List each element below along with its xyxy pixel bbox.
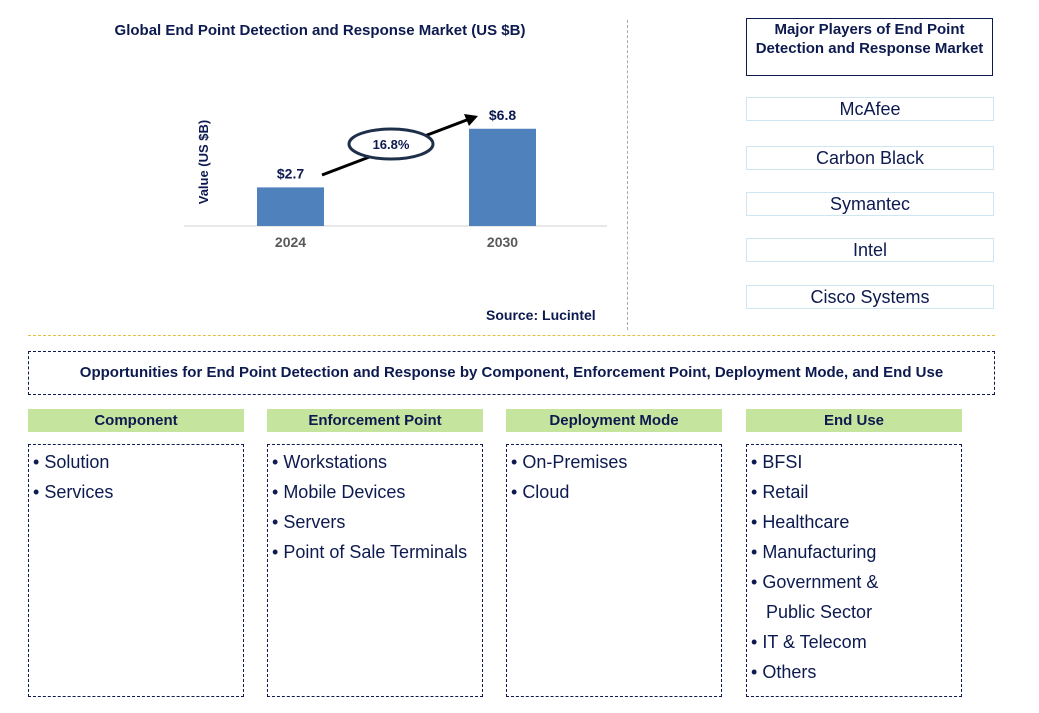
column-header: Component bbox=[28, 409, 244, 432]
list-item-label: BFSI bbox=[762, 452, 803, 472]
list-item: • Retail bbox=[751, 477, 957, 507]
list-item: • Government & bbox=[751, 567, 957, 597]
bullet-icon: • bbox=[33, 452, 45, 472]
list-item: • IT & Telecom bbox=[751, 627, 957, 657]
bullet-icon: • bbox=[272, 542, 284, 562]
cagr-label: 16.8% bbox=[373, 137, 410, 152]
list-item-label: Public Sector bbox=[761, 602, 873, 622]
column-header: End Use bbox=[746, 409, 962, 432]
list-item: • Workstations bbox=[272, 447, 478, 477]
bullet-icon: • bbox=[511, 482, 523, 502]
column-list: • Solution • Services bbox=[28, 444, 244, 697]
data-label: $6.8 bbox=[489, 107, 516, 123]
list-item: • Servers bbox=[272, 507, 478, 537]
divider-vertical bbox=[627, 20, 628, 330]
list-item: • Mobile Devices bbox=[272, 477, 478, 507]
data-label: $2.7 bbox=[277, 165, 304, 181]
bullet-icon: • bbox=[751, 572, 763, 592]
column-header: Deployment Mode bbox=[506, 409, 722, 432]
list-item-label: Solution bbox=[44, 452, 110, 472]
bullet-icon: • bbox=[511, 452, 523, 472]
player-item: Cisco Systems bbox=[746, 285, 994, 309]
bar-2030 bbox=[469, 128, 536, 226]
list-item: • Manufacturing bbox=[751, 537, 957, 567]
x-tick-label: 2024 bbox=[275, 234, 306, 250]
list-item: • Others bbox=[751, 657, 957, 687]
list-item: • Solution bbox=[33, 447, 239, 477]
list-item-label: On-Premises bbox=[522, 452, 628, 472]
player-item: McAfee bbox=[746, 97, 994, 121]
bullet-icon: • bbox=[751, 482, 763, 502]
bullet-icon: • bbox=[751, 542, 763, 562]
chart-title: Global End Point Detection and Response … bbox=[114, 22, 526, 39]
list-item-label: Others bbox=[762, 662, 817, 682]
bullet-icon: • bbox=[272, 452, 284, 472]
bar-2024 bbox=[257, 187, 324, 226]
list-item-label: Cloud bbox=[522, 482, 570, 502]
list-item-label: Healthcare bbox=[762, 512, 850, 532]
column-list: • Workstations • Mobile Devices • Servers •… bbox=[267, 444, 483, 697]
opportunities-title: Opportunities for End Point Detection an… bbox=[28, 351, 995, 395]
players-title: Major Players of End Point Detection and… bbox=[746, 18, 993, 76]
divider-horizontal bbox=[28, 335, 995, 336]
list-item: • On-Premises bbox=[511, 447, 717, 477]
list-item-label: Retail bbox=[762, 482, 809, 502]
list-item: Public Sector bbox=[751, 597, 957, 627]
list-item-label: Services bbox=[44, 482, 114, 502]
list-item: • Cloud bbox=[511, 477, 717, 507]
bullet-icon: • bbox=[272, 512, 284, 532]
list-item: • Point of Sale Terminals bbox=[272, 537, 478, 567]
list-item-label: Servers bbox=[283, 512, 346, 532]
y-axis-label: Value (US $B) bbox=[196, 120, 211, 205]
player-item: Symantec bbox=[746, 192, 994, 216]
bullet-icon: • bbox=[751, 452, 763, 472]
column-header: Enforcement Point bbox=[267, 409, 483, 432]
player-item: Intel bbox=[746, 238, 994, 262]
bar-chart: Value (US $B) $2.7 2024 $6.8 2030 16.8% bbox=[184, 107, 607, 250]
list-item-label: Manufacturing bbox=[762, 542, 877, 562]
arrow-head-icon bbox=[464, 114, 478, 126]
bullet-icon: • bbox=[33, 482, 45, 502]
list-item-label: Point of Sale Terminals bbox=[283, 542, 468, 562]
x-tick-label: 2030 bbox=[487, 234, 518, 250]
list-item-label: Government & bbox=[762, 572, 879, 592]
cagr-ellipse bbox=[347, 127, 435, 161]
bullet-icon: • bbox=[751, 662, 763, 682]
list-item-label: IT & Telecom bbox=[762, 632, 867, 652]
list-item-label: Mobile Devices bbox=[283, 482, 406, 502]
list-item-label: Workstations bbox=[283, 452, 388, 472]
column-list: • BFSI • Retail • Healthcare • Manufacturin… bbox=[746, 444, 962, 697]
column-list: • On-Premises • Cloud bbox=[506, 444, 722, 697]
bullet-icon bbox=[751, 602, 761, 622]
bullet-icon: • bbox=[751, 512, 763, 532]
source-label: Source: Lucintel bbox=[486, 307, 596, 323]
list-item: • Services bbox=[33, 477, 239, 507]
bullet-icon: • bbox=[272, 482, 284, 502]
list-item: • BFSI bbox=[751, 447, 957, 477]
player-item: Carbon Black bbox=[746, 146, 994, 170]
list-item: • Healthcare bbox=[751, 507, 957, 537]
bullet-icon: • bbox=[751, 632, 763, 652]
